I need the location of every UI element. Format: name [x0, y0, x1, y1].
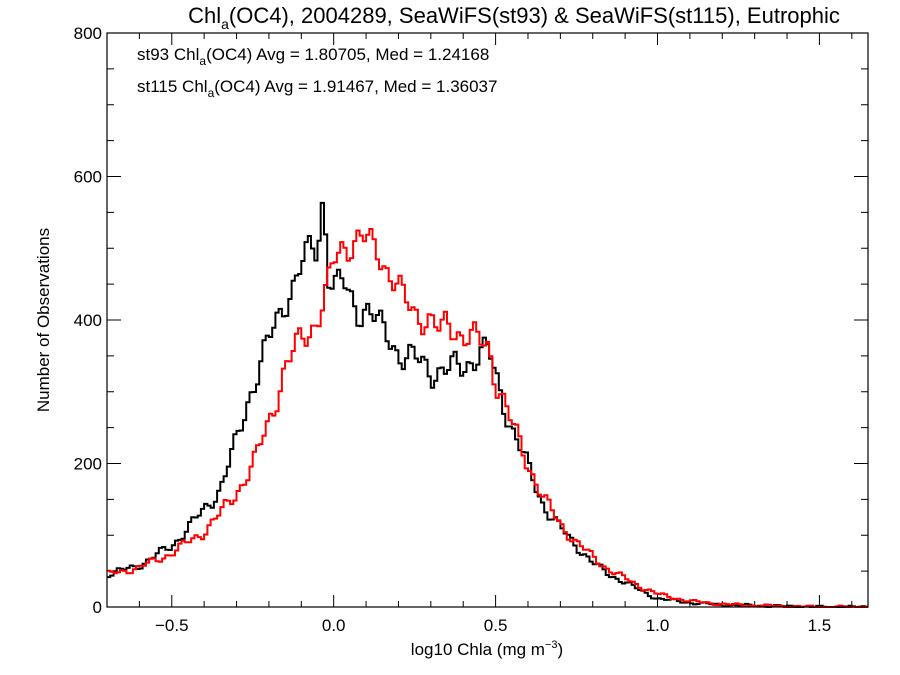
legend-st115-post: (OC4) Avg = 1.91467, Med = 1.36037: [214, 77, 497, 96]
chart-title-post: (OC4), 2004289, SeaWiFS(st93) & SeaWiFS(…: [229, 3, 840, 28]
legend-st115-pre: st115 Chl: [137, 77, 208, 96]
chart-title-sub: a: [221, 16, 229, 32]
legend-st93-pre: st93 Chl: [137, 45, 199, 64]
y-tick-label: 400: [74, 311, 102, 330]
y-tick-label: 200: [74, 455, 102, 474]
x-tick-label: 1.0: [646, 616, 670, 635]
legend-st93-sub: a: [199, 54, 206, 68]
legend-st115: st115 Chla(OC4) Avg = 1.91467, Med = 1.3…: [137, 77, 497, 100]
y-tick-label: 600: [74, 168, 102, 187]
series-lines: [107, 201, 868, 608]
axis-ticks: −0.5 0.0 0.5 1.0 1.5 0 200 400 600 800: [74, 24, 868, 635]
legend-st93: st93 Chla(OC4) Avg = 1.80705, Med = 1.24…: [137, 45, 489, 68]
y-axis-label: Number of Observations: [34, 228, 53, 412]
x-axis-label: log10 Chla (mg m−3): [411, 639, 563, 659]
series-st115-line: [107, 228, 868, 608]
legend-st115-sub: a: [208, 86, 215, 100]
x-axis-label-post: ): [558, 640, 564, 659]
series-st93-line: [107, 201, 868, 608]
x-tick-label: 0.5: [484, 616, 508, 635]
y-tick-label: 800: [74, 24, 102, 43]
x-axis-label-pre: log10 Chla (mg m: [411, 640, 545, 659]
x-tick-label: −0.5: [155, 616, 189, 635]
x-tick-label: 1.5: [808, 616, 832, 635]
legend-st93-post: (OC4) Avg = 1.80705, Med = 1.24168: [206, 45, 489, 64]
chart-title: Chla(OC4), 2004289, SeaWiFS(st93) & SeaW…: [188, 3, 840, 32]
chart-title-pre: Chl: [188, 3, 221, 28]
plot-frame: [106, 32, 869, 608]
x-tick-label: 0.0: [322, 616, 346, 635]
y-tick-label: 0: [93, 598, 102, 617]
x-axis-label-sup: −3: [545, 639, 558, 651]
